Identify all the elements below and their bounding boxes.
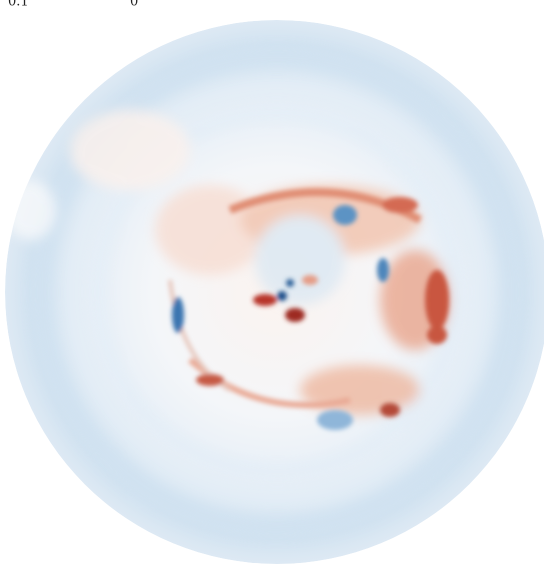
colorbar-tick-label: 0.1 (8, 0, 29, 10)
colorbar-tick-label: 0 (130, 0, 138, 10)
heatmap (5, 20, 544, 564)
